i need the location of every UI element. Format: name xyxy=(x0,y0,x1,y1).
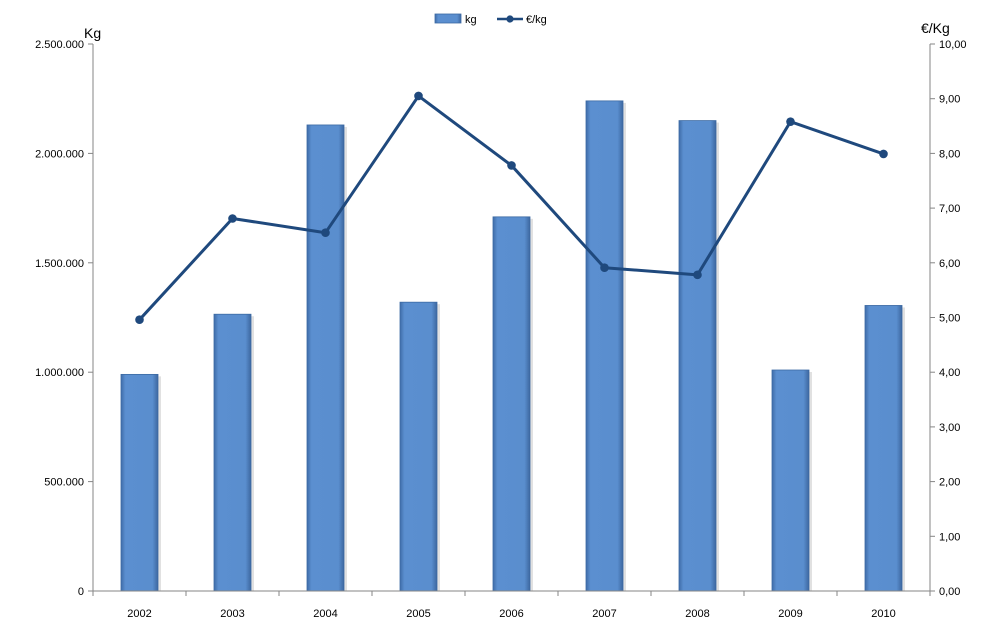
right-tick-label: 2,00 xyxy=(939,477,960,489)
bar-2003 xyxy=(213,313,252,592)
price-point-2003 xyxy=(228,214,237,223)
x-tick-label-2002: 2002 xyxy=(127,608,151,620)
x-tick-label-2005: 2005 xyxy=(406,608,430,620)
x-tick-label-2006: 2006 xyxy=(499,608,523,620)
x-tick-label-2009: 2009 xyxy=(778,608,802,620)
right-tick-label: 9,00 xyxy=(939,94,960,106)
price-point-2010 xyxy=(879,149,888,159)
right-tick-label: 3,00 xyxy=(939,422,960,434)
bar-2004 xyxy=(306,124,345,592)
x-tick-label-2004: 2004 xyxy=(313,608,337,620)
x-tick-label-2007: 2007 xyxy=(592,608,616,620)
ticks-layer: 0 500.000 1.000.000 1.500.000 2.000.000 2.500… xyxy=(35,39,966,620)
legend: kg €/kg xyxy=(434,13,547,26)
right-tick-label: 1,00 xyxy=(939,531,960,543)
price-point-2006 xyxy=(507,161,516,170)
legend-label-kg: kg xyxy=(465,14,477,26)
axes-layer xyxy=(88,43,935,596)
right-axis-title: €/Kg xyxy=(921,20,950,36)
price-point-2007 xyxy=(600,263,609,273)
left-tick-label: 2.500.000 xyxy=(35,39,84,51)
left-tick-label: 0 xyxy=(78,586,84,598)
price-point-2002 xyxy=(135,315,144,324)
bar-2010 xyxy=(864,305,903,592)
x-tick-label-2010: 2010 xyxy=(871,608,895,620)
bar-2007 xyxy=(585,100,624,592)
line-layer xyxy=(135,91,888,324)
bar-2002 xyxy=(120,373,159,592)
bar-2008 xyxy=(678,120,717,592)
bar-2009 xyxy=(771,369,810,592)
x-tick-label-2003: 2003 xyxy=(220,608,244,620)
bar-2005 xyxy=(399,301,438,592)
right-tick-label: 5,00 xyxy=(939,313,960,325)
left-tick-label: 2.000.000 xyxy=(35,148,84,160)
legend-line-marker xyxy=(506,15,514,23)
left-tick-label: 1.500.000 xyxy=(35,258,84,270)
left-axis-title: Kg xyxy=(84,25,101,41)
x-tick-label-2008: 2008 xyxy=(685,608,709,620)
right-tick-label: 4,00 xyxy=(939,367,960,379)
right-tick-label: 10,00 xyxy=(939,39,967,51)
bar-2006 xyxy=(492,216,531,592)
legend-bar-swatch xyxy=(434,13,462,24)
bars-layer xyxy=(120,100,905,592)
price-point-2004 xyxy=(321,228,330,238)
right-tick-label: 7,00 xyxy=(939,203,960,215)
left-tick-label: 500.000 xyxy=(44,477,84,489)
left-tick-label: 1.000.000 xyxy=(35,367,84,379)
price-point-2008 xyxy=(693,270,702,280)
right-tick-label: 0,00 xyxy=(939,586,960,598)
price-point-2009 xyxy=(786,117,795,126)
price-point-2005 xyxy=(414,91,423,101)
legend-label-eur-kg: €/kg xyxy=(526,14,547,26)
right-tick-label: 6,00 xyxy=(939,258,960,270)
right-tick-label: 8,00 xyxy=(939,148,960,160)
